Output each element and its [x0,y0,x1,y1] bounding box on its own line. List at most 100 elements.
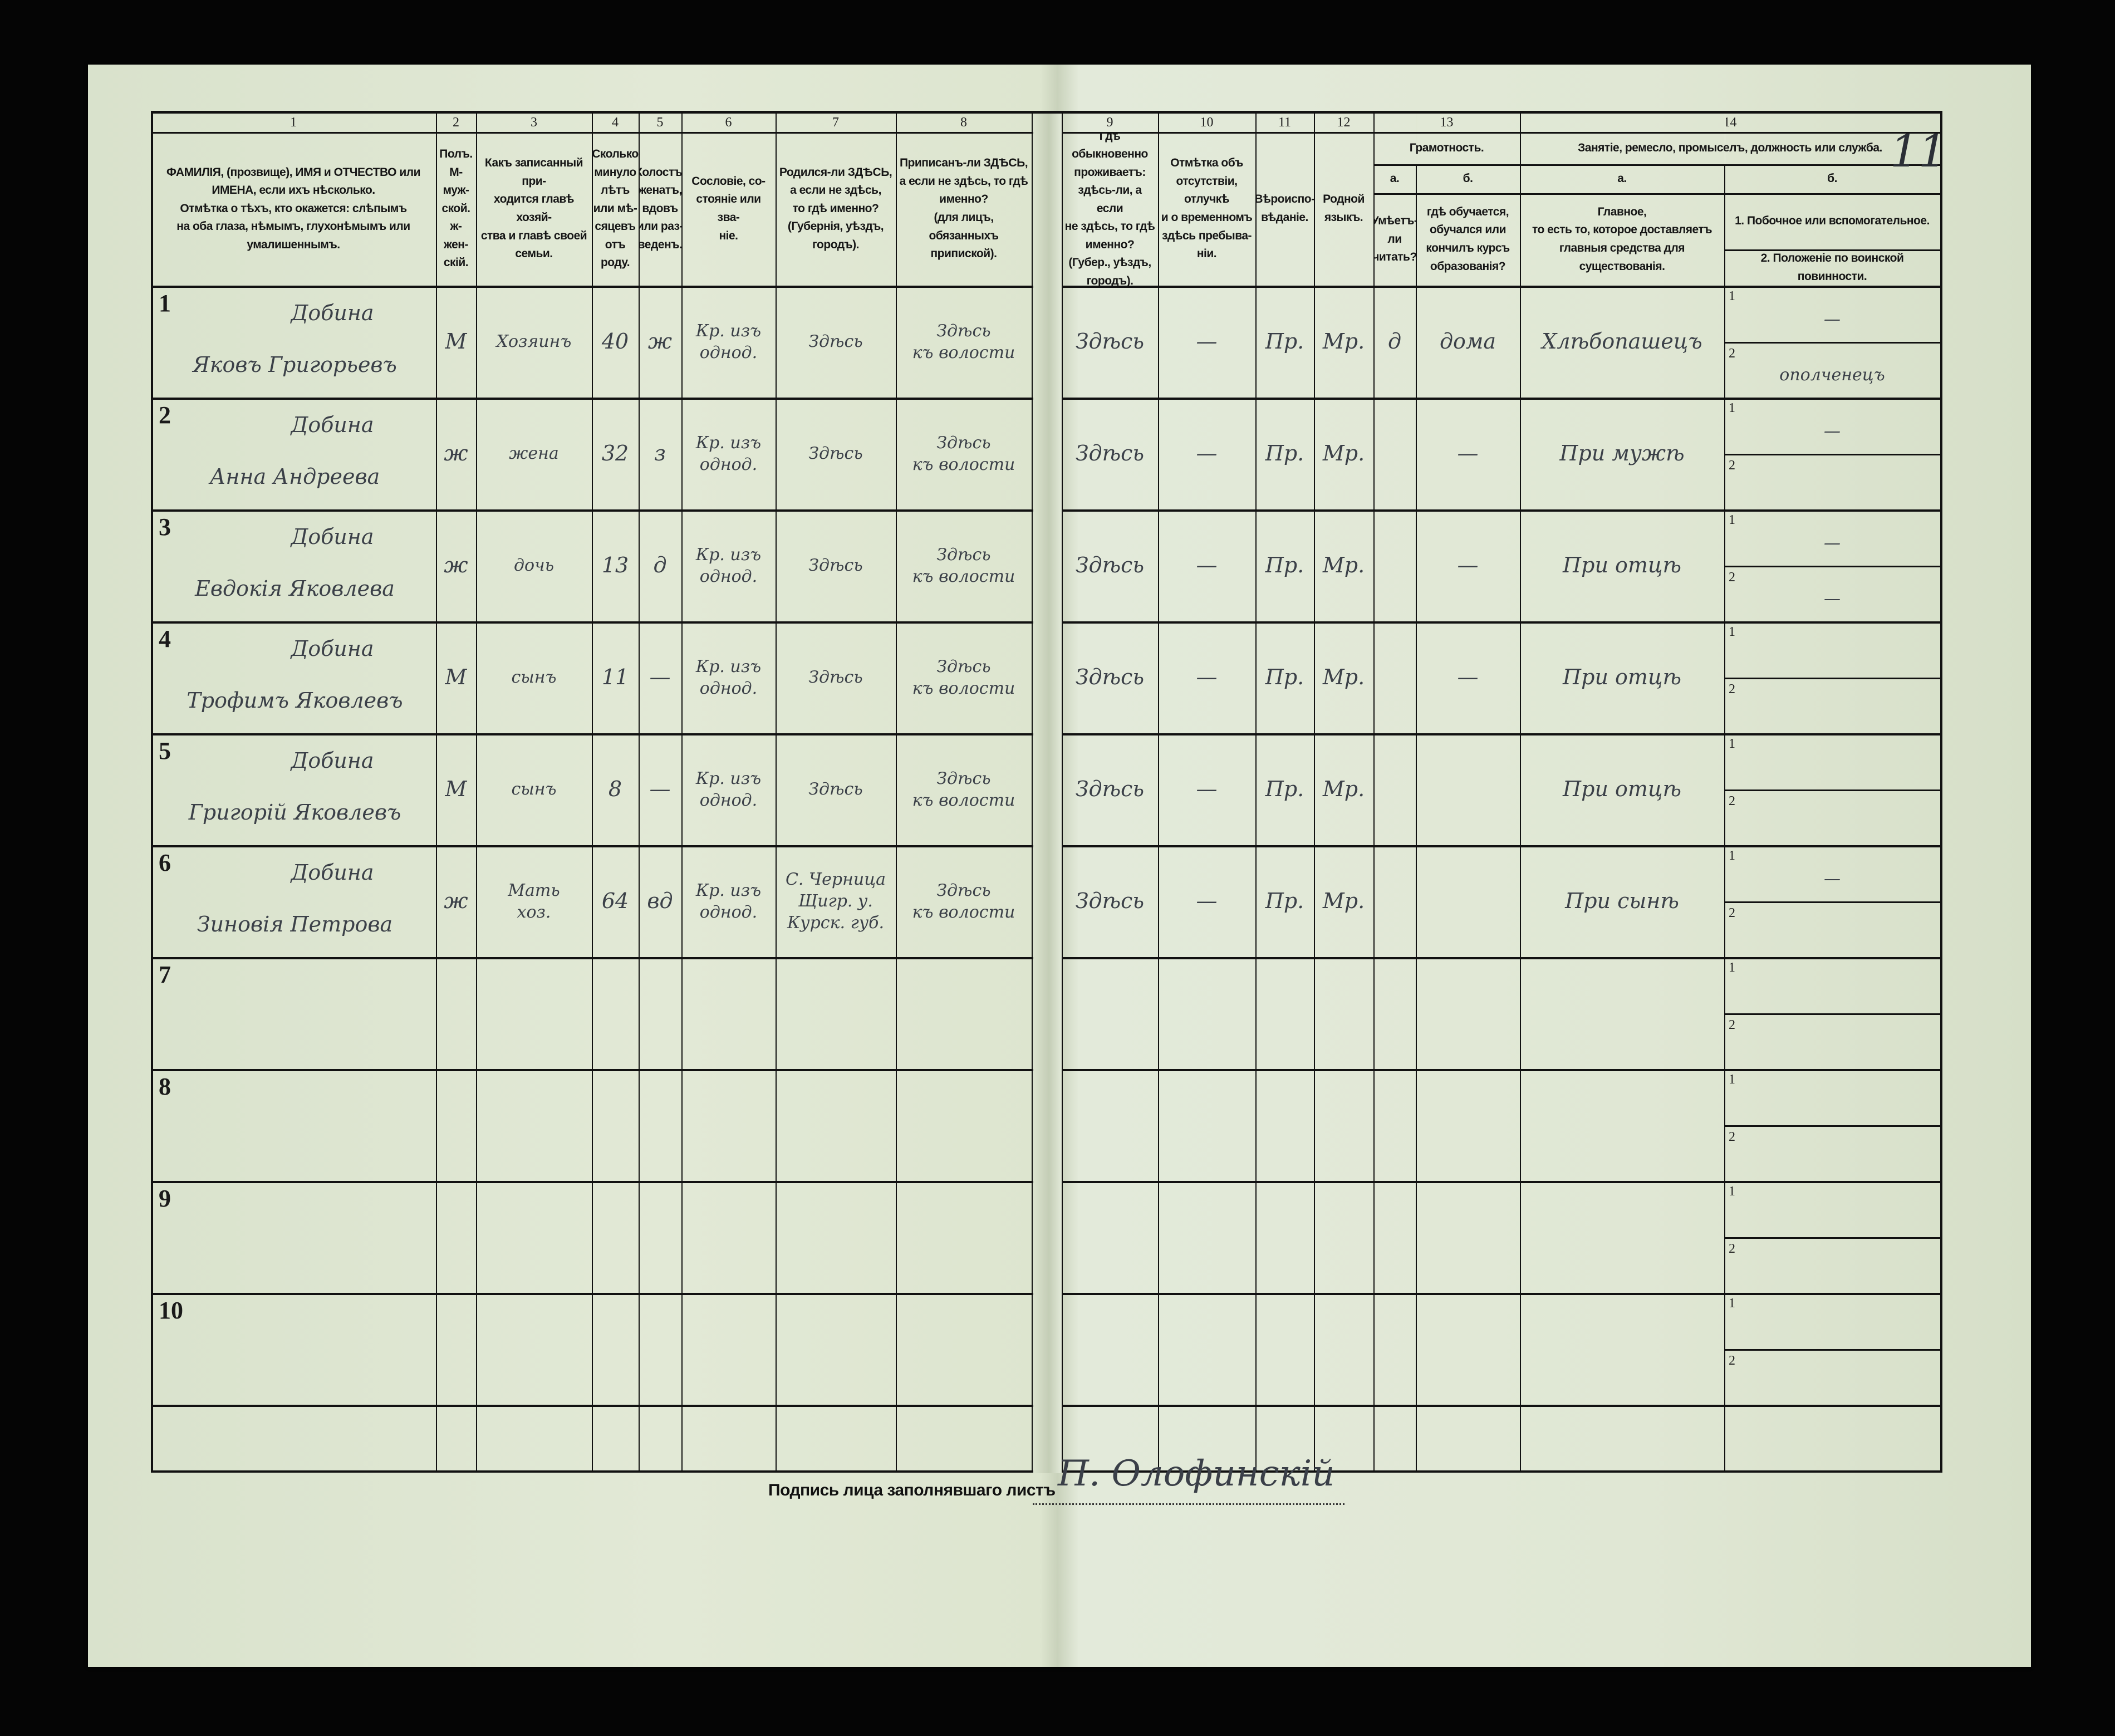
header-c1: ФАМИЛІЯ, (прозвище), ИМЯ и ОТЧЕСТВО или … [166,165,420,251]
cell-military-status [1724,913,1940,958]
column-number: 3 [531,115,537,130]
cell-military-status [1724,689,1940,734]
cell-religion: Пр. [1265,888,1304,913]
cell-absence: — [1196,552,1218,577]
header-c14b2: 2. Положеніе по воинской повинности. [1760,251,1904,283]
cell-secondary-occupation [1724,632,1940,678]
cell-secondary-occupation: — [1824,421,1841,441]
cell-absence: — [1196,776,1218,801]
cell-residence: Здѣсь [1075,888,1145,913]
cell-born: Здѣсь [808,556,863,575]
column-number: 13 [1440,115,1454,130]
rule-line [1373,164,1520,166]
cell-language: Мр. [1322,888,1365,913]
cell-absence: — [1196,888,1218,913]
rule-line [436,111,437,1470]
cell-literate [1373,621,1416,733]
header-c14b1: 1. Побочное или вспомогательное. [1735,214,1930,228]
cell-born: Здѣсь [808,444,863,463]
rule-line [1724,341,1940,344]
cell-sex: ж [444,440,468,465]
header-c13a: Умѣетъ- ли читать? [1373,214,1416,264]
rule-line [1255,111,1257,1470]
cell-marital: — [649,776,671,801]
rule-line [1724,1013,1940,1015]
cell-age: 13 [601,552,629,577]
rule-line [1724,677,1940,679]
cell-secondary-occupation [1724,744,1940,789]
column-number: 8 [960,115,967,130]
rule-line [1520,114,1521,135]
cell-education: — [1457,440,1479,465]
row-number: 4 [159,625,171,653]
cell-occupation: При отцѣ [1563,664,1681,689]
rule-line [639,111,640,1470]
cell-registered: Здѣсь къ волости [912,433,1015,474]
rule-line [1724,1348,1940,1351]
cell-literate [1373,509,1416,621]
header-merge [1416,134,1417,164]
sub-label-2: 2 [1729,1129,1735,1144]
cell-absence: — [1196,664,1218,689]
cell-age: 32 [601,440,629,465]
given-name-patronymic: Зиновія Петрова [197,912,393,937]
sub-label-1: 1 [1729,513,1735,527]
cell-estate: Кр. изъ однод. [695,880,762,922]
cell-religion: Пр. [1265,776,1304,801]
rule-line [681,111,683,1470]
sub-label-2: 2 [1729,793,1735,808]
cell-language: Мр. [1322,776,1365,801]
cell-relation: сынъ [511,779,557,799]
sub-label-1: 1 [1729,849,1735,863]
cell-absence: — [1196,328,1218,354]
given-name-patronymic: Яковъ Григорьевъ [193,352,397,377]
cell-sex: М [445,664,467,689]
rule-line [1724,249,1940,251]
cell-residence: Здѣсь [1075,552,1145,577]
signature-line [1033,1503,1344,1505]
cell-sex: М [445,328,467,354]
cell-estate: Кр. изъ однод. [695,768,762,810]
row-number: 2 [159,401,171,429]
cell-relation: Мать хоз. [508,880,560,922]
cell-marital: — [649,664,671,689]
sub-label-1: 1 [1729,289,1735,303]
given-name-patronymic: Евдокія Яковлева [195,576,395,601]
header-13b-letter: б. [1463,171,1473,185]
cell-estate: Кр. изъ однод. [695,433,762,474]
rule-line [776,111,777,1470]
cell-literate [1373,398,1416,509]
column-number: 6 [725,115,732,130]
column-number: 5 [656,115,664,130]
cell-occupation: При сынѣ [1565,888,1679,913]
cell-marital: ж [647,328,673,354]
cell-occupation: Хлѣбопашецъ [1542,328,1702,354]
column-number: 10 [1200,115,1214,130]
page-number: 11 [1890,125,1947,177]
surname: Добина [291,860,374,885]
cell-registered: Здѣсь къ волости [912,321,1015,362]
surname: Добина [291,748,374,773]
given-name-patronymic: Григорій Яковлевъ [188,800,401,825]
cell-language: Мр. [1322,552,1365,577]
cell-religion: Пр. [1265,552,1304,577]
cell-sex: ж [444,552,468,577]
cell-age: 40 [601,328,629,354]
cell-relation: Хозяинъ [496,332,572,351]
column-number: 1 [290,115,297,130]
rule-line [1062,111,1063,1470]
cell-born: Здѣсь [808,779,863,799]
cell-literate [1373,733,1416,845]
rule-line [1724,565,1940,567]
cell-registered: Здѣсь къ волости [912,880,1015,922]
cell-age: 64 [601,888,629,913]
header-c14a: Главное, то есть то, которое доставляетъ… [1532,205,1712,273]
sub-label-1: 1 [1729,1184,1735,1199]
header-c4: Сколько минуло лѣтъ или мѣ- сяцевъ отъ р… [592,148,639,269]
cell-estate: Кр. изъ однод. [695,656,762,698]
rule-line [1940,111,1942,1470]
column-number: 2 [453,115,459,130]
rule-line [1724,1125,1940,1127]
cell-residence: Здѣсь [1075,328,1145,354]
sub-label-2: 2 [1729,1353,1735,1368]
